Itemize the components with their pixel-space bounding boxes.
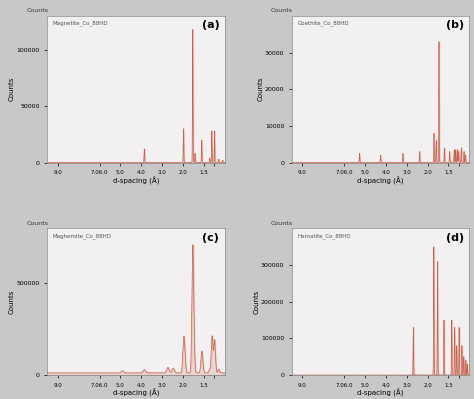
- Text: Counts: Counts: [26, 221, 48, 225]
- Text: (d): (d): [446, 233, 464, 243]
- Text: Counts: Counts: [271, 8, 293, 13]
- Text: Counts: Counts: [271, 221, 293, 225]
- Text: Hematite_Co_88HD: Hematite_Co_88HD: [297, 233, 351, 239]
- X-axis label: d-spacing (Å): d-spacing (Å): [357, 177, 404, 185]
- X-axis label: d-spacing (Å): d-spacing (Å): [357, 389, 404, 397]
- Y-axis label: Counts: Counts: [257, 77, 264, 101]
- Text: (b): (b): [446, 20, 464, 30]
- X-axis label: d-spacing (Å): d-spacing (Å): [113, 177, 159, 185]
- X-axis label: d-spacing (Å): d-spacing (Å): [113, 389, 159, 397]
- Y-axis label: Counts: Counts: [9, 290, 15, 314]
- Text: (a): (a): [201, 20, 219, 30]
- Text: Counts: Counts: [26, 8, 48, 13]
- Y-axis label: Counts: Counts: [254, 290, 260, 314]
- Text: Magnetite_Co_88HD: Magnetite_Co_88HD: [53, 20, 109, 26]
- Text: (c): (c): [202, 233, 219, 243]
- Y-axis label: Counts: Counts: [9, 77, 15, 101]
- Text: Maghemite_Co_88HD: Maghemite_Co_88HD: [53, 233, 112, 239]
- Text: Goethite_Co_88HD: Goethite_Co_88HD: [297, 20, 349, 26]
